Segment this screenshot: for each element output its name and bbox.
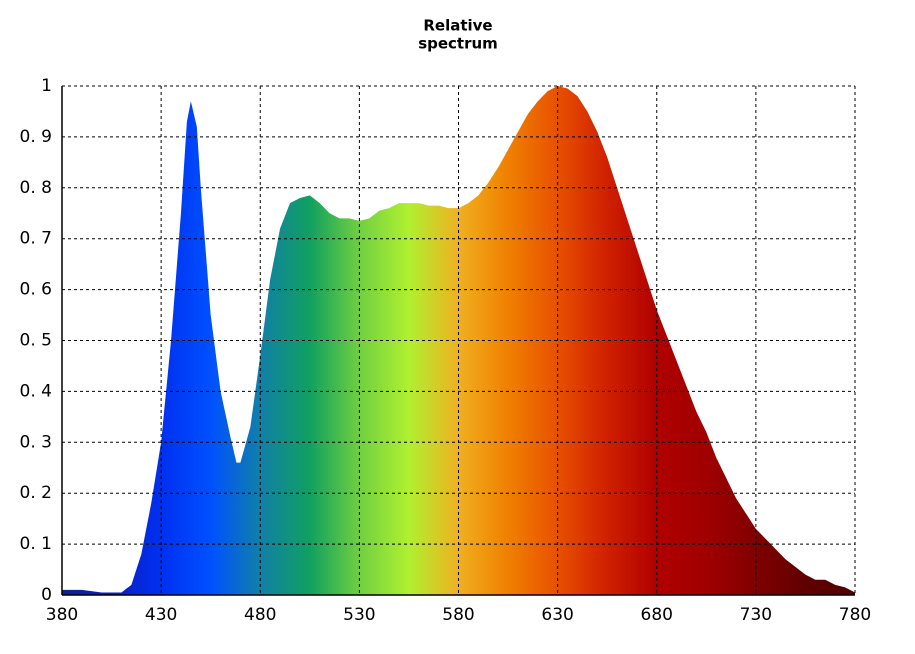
y-tick-label: 0. 3 — [20, 432, 52, 452]
x-tick-label: 630 — [541, 605, 573, 625]
y-tick-label: 0. 6 — [20, 280, 52, 300]
x-tick-label: 480 — [244, 605, 276, 625]
x-tick-label: 380 — [46, 605, 78, 625]
y-tick-label: 0. 8 — [20, 178, 52, 198]
chart-title: spectrum — [418, 35, 498, 53]
x-tick-label: 530 — [343, 605, 375, 625]
y-tick-label: 0. 9 — [20, 127, 52, 147]
x-tick-label: 780 — [839, 605, 871, 625]
x-tick-label: 580 — [442, 605, 474, 625]
x-tick-label: 430 — [145, 605, 177, 625]
y-tick-label: 0. 4 — [20, 381, 52, 401]
y-tick-label: 0. 5 — [20, 331, 52, 351]
y-tick-label: 0. 2 — [20, 483, 52, 503]
y-tick-label: 0. 1 — [20, 534, 52, 554]
x-tick-label: 730 — [740, 605, 772, 625]
x-tick-label: 680 — [641, 605, 673, 625]
y-tick-label: 0. 7 — [20, 229, 52, 249]
chart-title: Relative — [423, 17, 492, 35]
y-tick-label: 1 — [41, 76, 52, 96]
y-tick-label: 0 — [41, 585, 52, 605]
